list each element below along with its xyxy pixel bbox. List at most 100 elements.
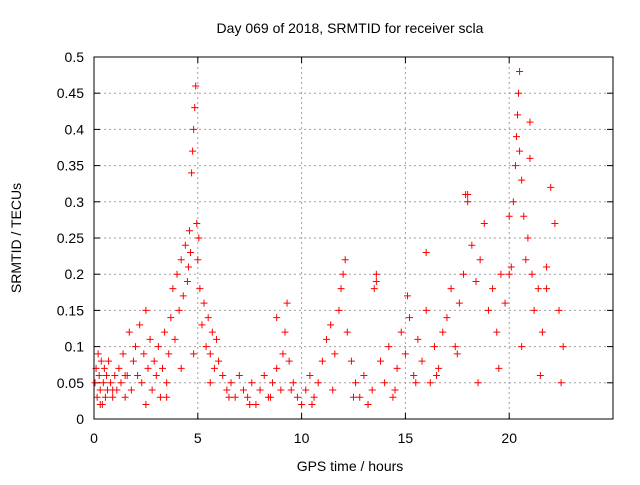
data-point bbox=[310, 393, 318, 401]
data-point bbox=[193, 220, 201, 228]
data-point bbox=[96, 401, 104, 409]
data-point bbox=[393, 364, 401, 372]
data-point bbox=[426, 379, 434, 387]
data-point bbox=[129, 357, 137, 365]
data-point bbox=[190, 125, 198, 133]
data-point bbox=[412, 379, 420, 387]
data-point bbox=[505, 212, 513, 220]
data-point bbox=[289, 379, 297, 387]
data-point bbox=[439, 328, 447, 336]
y-tick-label: 0.3 bbox=[65, 194, 85, 210]
data-point bbox=[109, 386, 117, 394]
data-point bbox=[534, 285, 542, 293]
data-point bbox=[181, 241, 189, 249]
data-point bbox=[453, 350, 461, 358]
data-point bbox=[256, 386, 264, 394]
data-point bbox=[476, 256, 484, 264]
x-tick-label: 10 bbox=[294, 430, 310, 446]
data-point bbox=[520, 212, 528, 220]
data-point bbox=[318, 357, 326, 365]
data-point bbox=[121, 372, 129, 380]
data-point bbox=[101, 393, 109, 401]
data-point bbox=[208, 328, 216, 336]
data-point bbox=[136, 321, 144, 329]
data-point bbox=[191, 104, 199, 112]
data-point bbox=[522, 256, 530, 264]
data-point bbox=[555, 306, 563, 314]
data-point bbox=[385, 343, 393, 351]
data-point bbox=[455, 299, 463, 307]
data-point bbox=[501, 299, 509, 307]
data-point bbox=[497, 270, 505, 278]
data-point bbox=[327, 321, 335, 329]
data-point bbox=[518, 343, 526, 351]
data-point bbox=[433, 372, 441, 380]
y-tick-label: 0.4 bbox=[65, 121, 85, 137]
data-point bbox=[389, 393, 397, 401]
x-tick-label: 15 bbox=[398, 430, 414, 446]
data-point bbox=[464, 198, 472, 206]
data-point bbox=[190, 350, 198, 358]
data-point bbox=[223, 386, 231, 394]
data-point bbox=[279, 350, 287, 358]
y-tick-labels: 0 0.05 0.1 0.15 0.2 0.25 0.3 0.35 0.4 0.45 0.5 bbox=[57, 49, 84, 427]
data-point bbox=[480, 220, 488, 228]
data-point bbox=[117, 379, 125, 387]
data-point bbox=[140, 350, 148, 358]
data-point bbox=[559, 343, 567, 351]
data-point bbox=[515, 89, 523, 97]
data-point bbox=[331, 350, 339, 358]
data-point bbox=[509, 198, 517, 206]
data-point bbox=[100, 364, 108, 372]
data-point bbox=[381, 379, 389, 387]
data-point bbox=[406, 314, 414, 322]
data-point bbox=[111, 372, 119, 380]
data-point bbox=[512, 133, 520, 141]
data-point bbox=[183, 277, 191, 285]
data-point bbox=[287, 386, 295, 394]
data-point bbox=[298, 401, 306, 409]
data-point bbox=[105, 357, 113, 365]
data-point bbox=[156, 393, 164, 401]
data-point bbox=[146, 335, 154, 343]
data-point bbox=[91, 379, 99, 387]
data-point bbox=[547, 183, 555, 191]
data-point bbox=[179, 292, 187, 300]
data-point bbox=[225, 393, 233, 401]
data-point bbox=[536, 372, 544, 380]
data-point bbox=[516, 67, 524, 75]
data-point bbox=[142, 306, 150, 314]
data-point bbox=[495, 364, 503, 372]
data-point bbox=[244, 393, 252, 401]
x-tick-label: 20 bbox=[501, 430, 517, 446]
data-point bbox=[356, 393, 364, 401]
data-point bbox=[308, 401, 316, 409]
data-point bbox=[159, 364, 167, 372]
data-point bbox=[410, 372, 418, 380]
data-point bbox=[493, 328, 501, 336]
y-tick-label: 0.2 bbox=[65, 266, 85, 282]
y-tick-label: 0.25 bbox=[57, 230, 84, 246]
data-point bbox=[460, 270, 468, 278]
data-point bbox=[285, 357, 293, 365]
data-point bbox=[119, 350, 127, 358]
data-point bbox=[360, 372, 368, 380]
data-point bbox=[335, 306, 343, 314]
data-point bbox=[464, 191, 472, 199]
x-tick-label: 5 bbox=[194, 430, 202, 446]
data-point bbox=[370, 285, 378, 293]
data-point bbox=[414, 335, 422, 343]
data-point bbox=[185, 227, 193, 235]
data-point bbox=[323, 335, 331, 343]
data-point bbox=[468, 241, 476, 249]
data-point bbox=[422, 248, 430, 256]
y-tick-label: 0.05 bbox=[57, 375, 84, 391]
data-point bbox=[391, 386, 399, 394]
data-point bbox=[167, 314, 175, 322]
data-point bbox=[192, 82, 200, 90]
data-point bbox=[281, 328, 289, 336]
data-point bbox=[252, 401, 260, 409]
data-point bbox=[302, 386, 310, 394]
